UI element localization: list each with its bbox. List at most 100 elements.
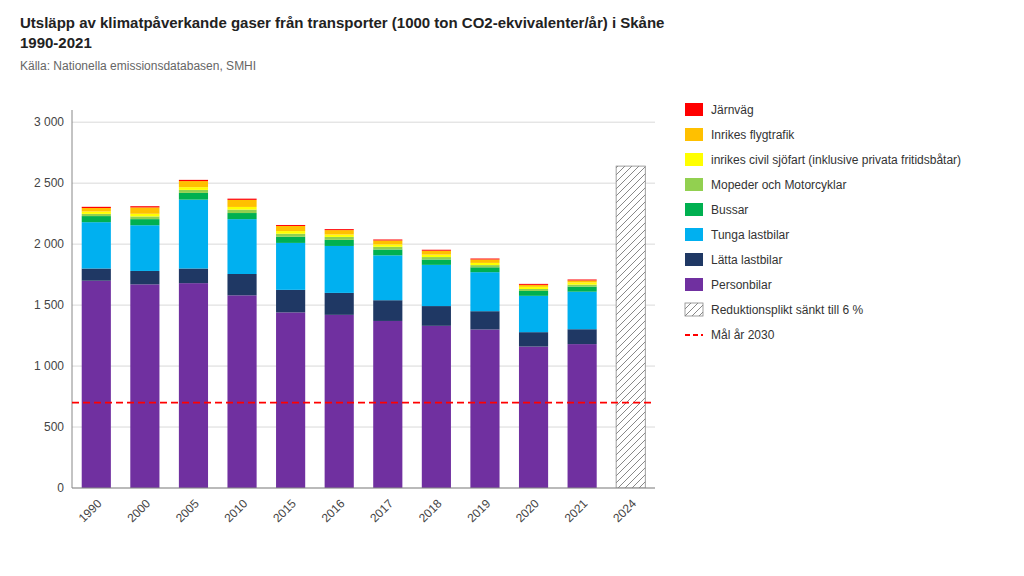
- x-tick-label: 2016: [319, 496, 348, 525]
- grid-line: [72, 488, 655, 489]
- legend-item: Järnväg: [685, 103, 754, 117]
- bar-segment: [82, 281, 111, 488]
- bar-segment: [130, 225, 159, 271]
- legend-item: Mål år 2030: [685, 328, 775, 342]
- grid-line: [72, 122, 655, 123]
- bar-segment: [179, 283, 208, 488]
- chart-svg: Utsläpp av klimatpåverkande gaser från t…: [0, 0, 1024, 576]
- bar-segment: [276, 243, 305, 290]
- bar-segment: [568, 279, 597, 281]
- bar-segment: [276, 231, 305, 234]
- bar-segment: [568, 344, 597, 488]
- legend-item: Inrikes flygtrafik: [685, 128, 795, 142]
- bar-segment: [470, 258, 499, 260]
- chart-container: Utsläpp av klimatpåverkande gaser från t…: [0, 0, 1024, 576]
- legend-label: Järnväg: [711, 103, 754, 117]
- subtitle: Källa: Nationella emissionsdatabasen, SM…: [20, 59, 256, 73]
- bar-segment: [82, 216, 111, 222]
- legend-swatch: [685, 253, 703, 266]
- legend-label: Inrikes flygtrafik: [711, 128, 795, 142]
- legend-label: Bussar: [711, 203, 748, 217]
- bar-segment: [470, 272, 499, 311]
- bar-segment: [373, 247, 402, 250]
- x-tick-label: 2024: [610, 496, 639, 525]
- x-axis-line: [72, 488, 655, 489]
- bar-segment: [82, 211, 111, 213]
- bar-segment: [227, 213, 256, 219]
- bar-segment: [82, 269, 111, 281]
- legend-item: Lätta lastbilar: [685, 253, 782, 267]
- legend-swatch: [685, 228, 703, 241]
- bar-segment: [519, 285, 548, 287]
- bar-segment: [130, 284, 159, 488]
- legend-swatch: [685, 103, 703, 116]
- legend-item: Personbilar: [685, 278, 772, 292]
- bar-segment: [82, 208, 111, 211]
- bar-segment: [227, 207, 256, 210]
- bar-segment: [422, 326, 451, 488]
- bar-segment: [519, 283, 548, 285]
- bar-segment: [227, 219, 256, 274]
- bar-segment: [422, 255, 451, 257]
- bar-segment: [130, 207, 159, 213]
- bar-segment: [276, 224, 305, 226]
- bar-segment: [130, 206, 159, 207]
- bar-segment: [130, 214, 159, 217]
- bar-segment: [325, 315, 354, 488]
- y-axis-line: [72, 110, 73, 488]
- bar-segment: [519, 347, 548, 488]
- legend-item: Reduktionsplikt sänkt till 6 %: [685, 303, 863, 317]
- bar-segment: [519, 296, 548, 332]
- y-tick-label: 0: [57, 481, 64, 495]
- legend-item: Mopeder och Motorcyklar: [685, 178, 846, 192]
- y-tick-label: 2 000: [34, 237, 64, 251]
- bar-segment: [568, 280, 597, 282]
- bar-segment: [179, 200, 208, 269]
- x-tick-label: 2010: [222, 496, 251, 525]
- bar-segment: [227, 200, 256, 207]
- x-tick-label: 2005: [173, 496, 202, 525]
- bar-segment: [130, 219, 159, 225]
- bar-segment: [276, 290, 305, 313]
- bar-segment: [325, 293, 354, 315]
- bar-segment: [422, 259, 451, 264]
- legend-label: inrikes civil sjöfart (inklusive privata…: [711, 153, 961, 167]
- bar-segment: [82, 214, 111, 216]
- goal-line: [72, 402, 655, 404]
- bar-segment: [179, 181, 208, 187]
- legend-line: [685, 334, 703, 336]
- bar-segment: [470, 259, 499, 262]
- bar-segment: [470, 263, 499, 265]
- x-axis: 1990200020052010201520162017201820192020…: [72, 488, 655, 525]
- bar-segment: [179, 193, 208, 200]
- legend: Järnväg Inrikes flygtrafik inrikes civil s…: [685, 103, 961, 342]
- bar-segment: [519, 332, 548, 346]
- x-tick-label: 2015: [270, 496, 299, 525]
- legend-swatch: [685, 153, 703, 166]
- bar-segment: [179, 269, 208, 284]
- x-tick-label: 1990: [76, 496, 105, 525]
- bar-segment: [325, 229, 354, 231]
- bar-segment: [179, 180, 208, 181]
- bar-segment: [470, 267, 499, 272]
- bar-segment: [519, 287, 548, 289]
- title-line: 1990-2021: [20, 34, 92, 51]
- x-tick-label: 2000: [124, 496, 153, 525]
- y-tick-label: 1 000: [34, 359, 64, 373]
- bar-segment: [470, 265, 499, 267]
- legend-item: inrikes civil sjöfart (inklusive privata…: [685, 153, 961, 167]
- bar-segment: [373, 244, 402, 246]
- legend-swatch: [685, 203, 703, 216]
- bar-segment: [373, 255, 402, 300]
- title-line: Utsläpp av klimatpåverkande gaser från t…: [20, 14, 664, 31]
- bar-segment: [422, 306, 451, 326]
- bar-segment: [276, 312, 305, 488]
- legend-label: Lätta lastbilar: [711, 253, 782, 267]
- bar-segment: [325, 230, 354, 234]
- legend-label: Reduktionsplikt sänkt till 6 %: [711, 303, 863, 317]
- legend-item: Bussar: [685, 203, 748, 217]
- bar-segment: [422, 249, 451, 251]
- bar-segment: [179, 190, 208, 193]
- bar-segment: [422, 265, 451, 306]
- bar-segment: [568, 282, 597, 284]
